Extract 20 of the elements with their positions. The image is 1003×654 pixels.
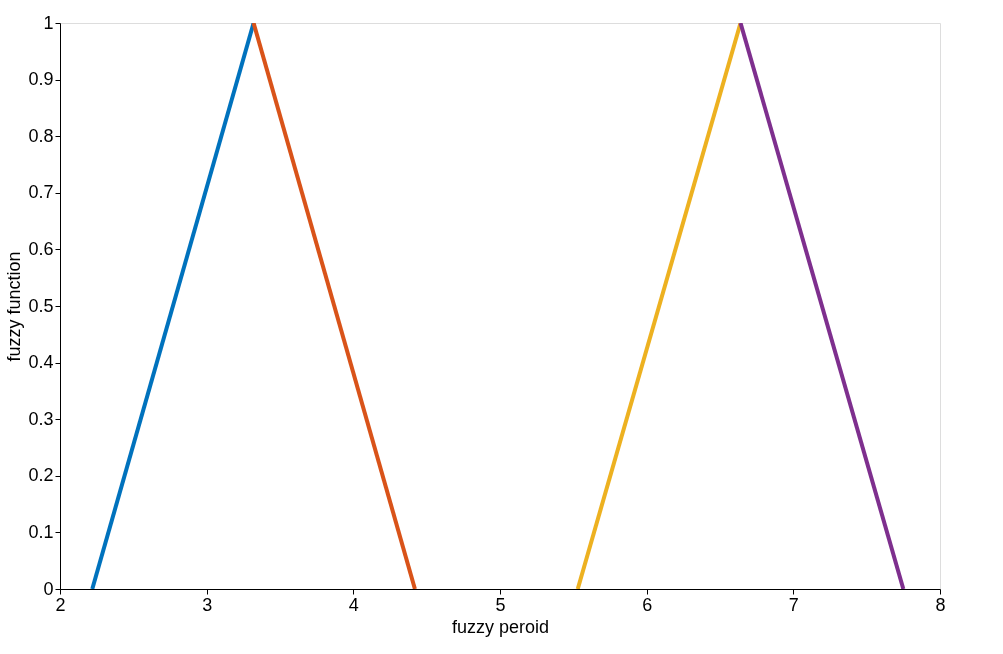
y-tick-label: 0.4	[28, 352, 54, 373]
x-tick-label: 7	[788, 594, 799, 615]
y-tick-label: 0.5	[28, 295, 54, 316]
x-tick-label: 6	[642, 594, 653, 615]
x-tick-label: 3	[202, 594, 213, 615]
y-tick-label: 0.7	[28, 182, 54, 203]
y-tick-label: 0.3	[28, 408, 54, 429]
x-tick-label: 5	[495, 594, 506, 615]
x-axis-title: fuzzy peroid	[451, 616, 550, 637]
y-axis-title: fuzzy function	[4, 251, 25, 362]
y-tick-label: 0.9	[28, 69, 54, 90]
x-tick-label: 2	[55, 594, 66, 615]
y-tick-label: 0.8	[28, 125, 54, 146]
y-tick-label: 1	[43, 12, 54, 33]
y-tick-label: 0.2	[28, 465, 54, 486]
y-tick-label: 0.6	[28, 238, 54, 259]
x-tick-label: 8	[935, 594, 946, 615]
y-tick-label: 0	[43, 578, 54, 599]
y-tick-label: 0.1	[28, 521, 54, 542]
x-tick-label: 4	[348, 594, 359, 615]
